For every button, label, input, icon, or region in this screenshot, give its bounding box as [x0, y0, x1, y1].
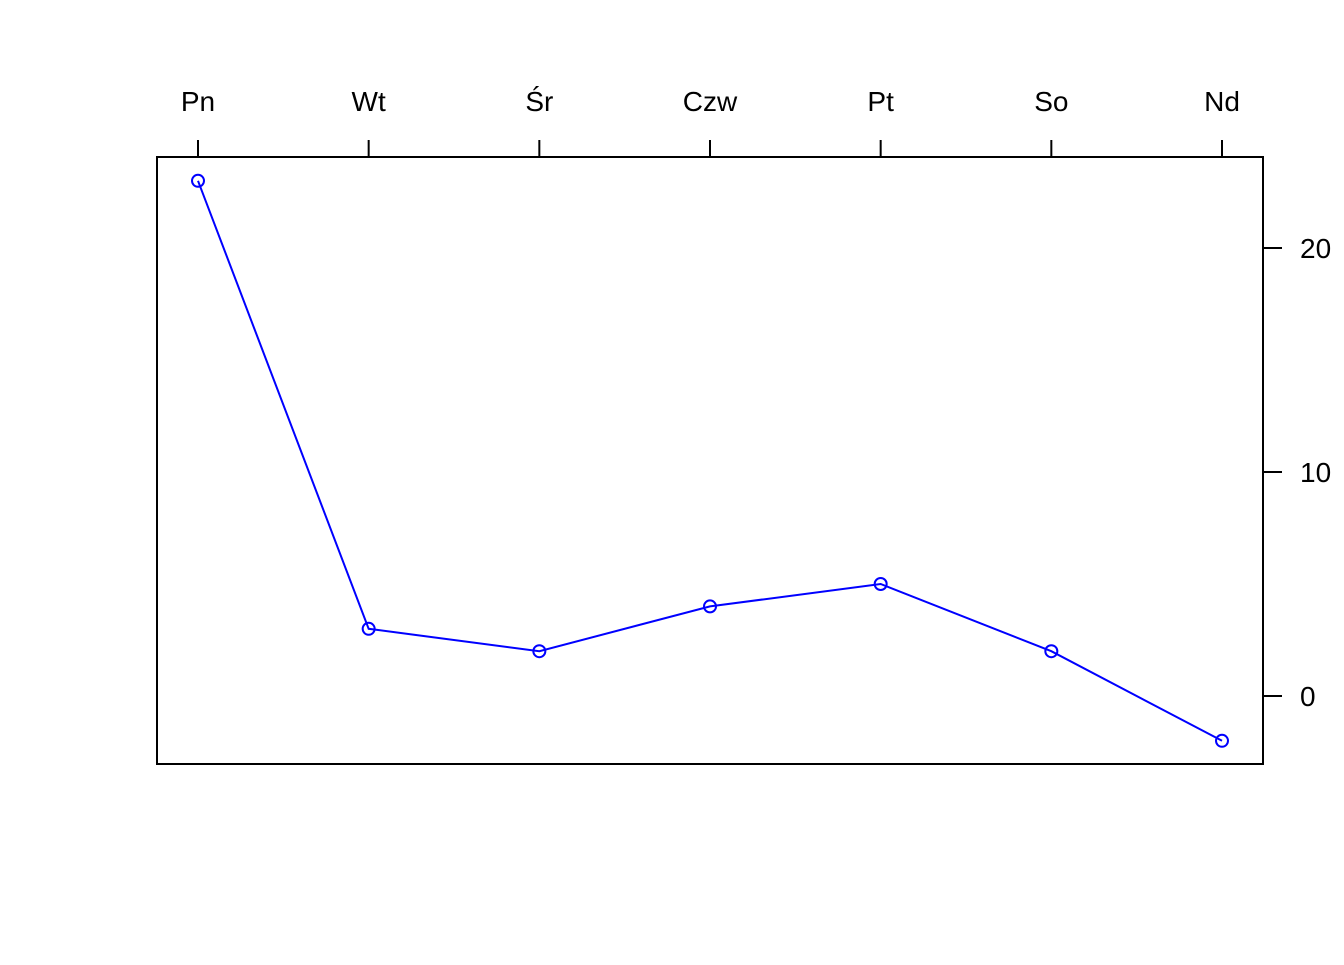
data-point — [703, 599, 717, 614]
x-tick-label: Śr — [525, 85, 553, 117]
data-point — [1215, 733, 1229, 748]
data-point — [191, 173, 205, 188]
x-tick-label: Pn — [181, 86, 215, 117]
plot-frame — [156, 156, 1264, 765]
series-line — [197, 180, 1223, 742]
x-tick-label: So — [1034, 86, 1068, 117]
data-point — [1044, 644, 1059, 659]
x-tick-label: Nd — [1204, 86, 1240, 117]
x-tick-label: Wt — [352, 86, 386, 117]
y-tick-label: 20 — [1300, 233, 1331, 264]
y-tick-label: 0 — [1300, 681, 1316, 712]
y-axis: 0 10 20 — [1263, 233, 1331, 712]
y-tick-label: 10 — [1300, 457, 1331, 488]
data-point — [532, 644, 547, 659]
x-axis: Pn Wt Śr Czw Pt So Nd — [181, 85, 1240, 157]
data-point — [873, 577, 888, 591]
series-layer — [191, 173, 1229, 748]
data-point — [361, 621, 376, 636]
x-tick-label: Pt — [867, 86, 894, 117]
x-tick-label: Czw — [683, 86, 738, 117]
